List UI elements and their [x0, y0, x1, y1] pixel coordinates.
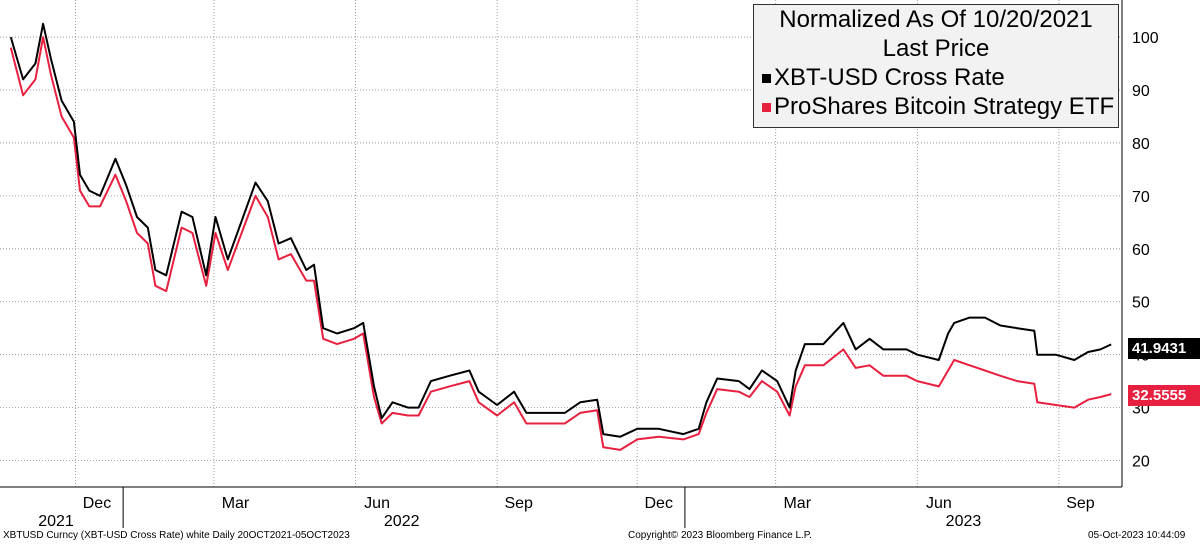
legend-swatch-xbt	[762, 74, 771, 83]
x-tick-label: Sep	[1066, 495, 1095, 512]
x-tick-label: Dec	[645, 495, 673, 512]
x-tick-label: Mar	[783, 495, 811, 512]
year-label: 2022	[384, 513, 420, 530]
x-axis: Dec Mar Jun Sep Dec Mar Jun Sep 2021 2022 2023	[0, 486, 1122, 530]
y-axis: 2030405060708090100	[1121, 0, 1159, 487]
legend-label-xbt: XBT-USD Cross Rate	[774, 64, 1005, 91]
legend-entry-etf: ProShares Bitcoin Strategy ETF	[754, 92, 1118, 121]
y-tick-label: 100	[1132, 30, 1159, 47]
series-lines	[9, 22, 1112, 451]
y-tick-label: 90	[1132, 83, 1150, 100]
chart-subtitle: Last Price	[882, 35, 990, 62]
series-line-xbt	[9, 22, 1112, 438]
y-tick-label: 70	[1132, 189, 1150, 206]
chart-legend: Normalized As Of 10/20/2021 Last Price X…	[753, 4, 1119, 128]
legend-swatch-etf	[762, 103, 771, 112]
last-value-tag-xbt: 41.9431	[1128, 338, 1200, 359]
x-tick-label: Dec	[83, 495, 111, 512]
y-tick-label: 20	[1132, 454, 1150, 471]
footer-timestamp: 05-Oct-2023 10:44:09	[1088, 530, 1186, 541]
y-tick-label: 80	[1132, 136, 1150, 153]
footer-source: XBTUSD Curncy (XBT-USD Cross Rate) white…	[3, 530, 350, 541]
legend-label-etf: ProShares Bitcoin Strategy ETF	[774, 93, 1115, 120]
y-tick-label: 60	[1132, 242, 1150, 259]
year-label: 2023	[946, 513, 982, 530]
x-tick-label: Jun	[926, 495, 952, 512]
series-line-etf	[9, 36, 1112, 451]
x-tick-label: Jun	[364, 495, 390, 512]
x-tick-label: Sep	[504, 495, 533, 512]
last-value-tag-etf: 32.5555	[1128, 385, 1200, 406]
year-label: 2021	[38, 513, 74, 530]
legend-entry-xbt: XBT-USD Cross Rate	[754, 63, 1118, 92]
y-tick-label: 50	[1132, 295, 1150, 312]
footer-copyright: Copyright© 2023 Bloomberg Finance L.P.	[628, 530, 812, 541]
chart-title: Normalized As Of 10/20/2021	[779, 6, 1093, 33]
x-tick-label: Mar	[222, 495, 250, 512]
